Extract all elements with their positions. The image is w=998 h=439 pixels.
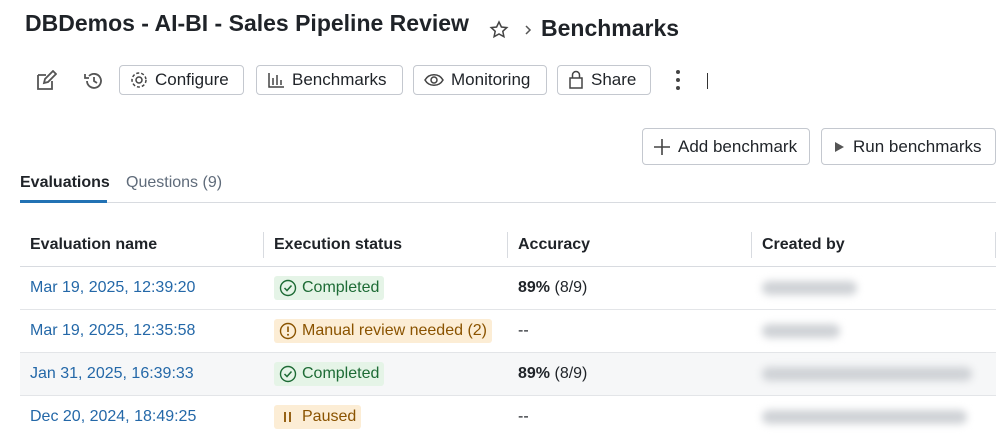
play-icon [835, 141, 844, 152]
edit-button[interactable] [35, 70, 57, 92]
monitoring-button[interactable]: Monitoring [413, 65, 547, 95]
cursor [707, 73, 708, 89]
button-label: Monitoring [451, 70, 531, 89]
evaluation-link[interactable]: Mar 19, 2025, 12:39:20 [30, 279, 196, 296]
accuracy: 89% (8/9) [518, 279, 587, 297]
breadcrumb: Benchmarks [541, 15, 680, 41]
tab-active[interactable]: Evaluations [20, 174, 110, 191]
add-benchmark-button[interactable]: Add benchmark [642, 128, 810, 165]
header-divider [20, 266, 996, 267]
column-separator [263, 232, 264, 258]
bars-icon [268, 73, 284, 88]
lock-icon [569, 70, 583, 89]
accuracy: 89% (8/9) [518, 365, 587, 383]
evaluation-link[interactable]: Jan 31, 2025, 16:39:33 [30, 365, 194, 382]
alert-icon [279, 322, 297, 340]
status-label: Manual review needed (2) [302, 322, 487, 339]
check-icon [279, 279, 297, 297]
redacted-user [762, 281, 857, 295]
redacted-user [762, 410, 967, 424]
table-row: Dec 20, 2024, 18:49:25 Paused -- [20, 396, 996, 439]
button-label: Share [591, 70, 637, 89]
redacted-user [762, 324, 840, 338]
tab[interactable]: Questions (9) [126, 174, 223, 191]
page-title: DBDemos - AI-BI - Sales Pipeline Review [25, 10, 469, 36]
column-header: Evaluation name [30, 236, 158, 253]
button-label: Benchmarks [292, 70, 387, 89]
tab-divider [20, 202, 996, 203]
eye-icon [424, 74, 444, 86]
accuracy-detail: (8/9) [554, 365, 588, 382]
status-badge: Paused [274, 405, 362, 429]
check-icon [279, 365, 297, 383]
button-label: Configure [155, 70, 229, 89]
configure-button[interactable]: Configure [119, 65, 244, 95]
plus-icon [654, 138, 670, 155]
favorite-star[interactable] [489, 20, 509, 40]
column-header: Created by [762, 236, 845, 253]
table-row: Mar 19, 2025, 12:35:58 Manual review nee… [20, 310, 996, 353]
status-label: Completed [302, 365, 380, 382]
accuracy-value: 89% [518, 365, 551, 382]
tab-indicator [20, 200, 107, 203]
evaluation-link[interactable]: Mar 19, 2025, 12:35:58 [30, 322, 196, 339]
status-badge: Completed [274, 276, 385, 300]
column-header: Execution status [274, 236, 403, 253]
breadcrumb-chevron [525, 25, 532, 35]
more-button[interactable] [672, 68, 684, 92]
column-separator [507, 232, 508, 258]
table-row: Jan 31, 2025, 16:39:33 Completed 89% (8/… [20, 353, 996, 396]
accuracy: -- [518, 408, 529, 425]
status-label: Completed [302, 279, 380, 296]
gear-icon [131, 72, 147, 88]
accuracy-detail: (8/9) [554, 279, 588, 296]
accuracy: -- [518, 322, 529, 339]
column-header: Accuracy [518, 236, 591, 253]
benchmarks-button[interactable]: Benchmarks [256, 65, 403, 95]
column-separator [995, 232, 996, 258]
pause-icon [284, 412, 291, 422]
status-badge: Manual review needed (2) [274, 319, 492, 343]
evaluation-link[interactable]: Dec 20, 2024, 18:49:25 [30, 408, 197, 425]
share-button[interactable]: Share [557, 65, 651, 95]
accuracy-value: 89% [518, 279, 551, 296]
column-separator [751, 232, 752, 258]
table-row: Mar 19, 2025, 12:39:20 Completed 89% (8/… [20, 267, 996, 310]
button-label: Add benchmark [678, 136, 798, 156]
history-button[interactable] [82, 69, 106, 93]
status-label: Paused [302, 408, 357, 425]
button-label: Run benchmarks [853, 136, 982, 156]
status-badge: Completed [274, 362, 385, 386]
redacted-user [762, 367, 972, 381]
run-benchmarks-button[interactable]: Run benchmarks [821, 128, 996, 165]
